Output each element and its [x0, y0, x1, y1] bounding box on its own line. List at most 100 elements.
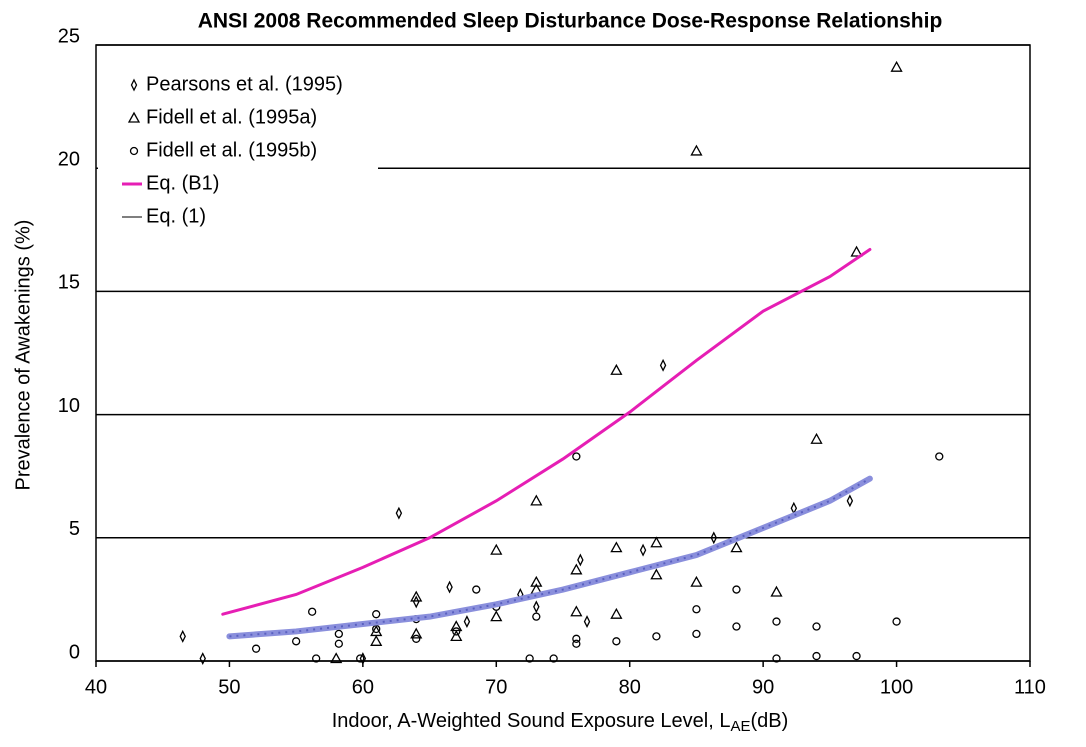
point [810, 432, 823, 444]
point [127, 111, 141, 123]
point [463, 615, 471, 629]
point [577, 553, 584, 567]
x-tick-label: 50 [218, 676, 240, 698]
x-axis-label-unit: (dB) [751, 710, 789, 732]
point [530, 494, 543, 506]
y-tick-label: 5 [69, 518, 80, 540]
legend-background [98, 47, 378, 242]
point [610, 607, 623, 619]
point [572, 634, 581, 643]
point [650, 536, 663, 548]
point [291, 637, 301, 646]
point [772, 654, 781, 663]
point [812, 651, 821, 661]
point [692, 605, 701, 614]
point [610, 541, 623, 553]
point [129, 146, 139, 156]
point [130, 78, 138, 92]
point [890, 60, 903, 72]
legend-label: Eq. (B1) [146, 172, 219, 194]
point [334, 639, 343, 648]
point [583, 615, 591, 629]
x-axis-label: Indoor, A-Weighted Sound Exposure Level,… [332, 710, 789, 735]
point [334, 629, 343, 639]
line [221, 248, 872, 616]
point [610, 363, 623, 375]
point [532, 612, 541, 621]
point [450, 620, 463, 632]
point [570, 605, 583, 617]
point [650, 568, 663, 580]
point [730, 541, 743, 553]
point [530, 575, 543, 587]
point [251, 644, 261, 653]
point [772, 617, 781, 626]
point [572, 639, 581, 648]
point [659, 358, 667, 372]
chart-title: ANSI 2008 Recommended Sleep Disturbance … [198, 10, 943, 33]
point [410, 627, 423, 639]
point [413, 595, 420, 609]
legend-label: Fidell et al. (1995a) [146, 106, 317, 128]
point [652, 632, 661, 641]
legend-label: Eq. (1) [146, 205, 206, 227]
point [490, 610, 503, 622]
x-tick-label: 110 [1014, 676, 1046, 698]
point [330, 652, 343, 664]
point [199, 652, 206, 665]
point [710, 531, 718, 545]
line-dots [229, 477, 871, 638]
point [639, 543, 647, 557]
point [410, 590, 423, 602]
y-tick-label: 25 [58, 25, 80, 47]
point [525, 654, 534, 663]
point [690, 575, 703, 587]
y-tick-label: 15 [58, 272, 80, 294]
x-tick-label: 100 [880, 676, 913, 698]
point [892, 617, 901, 626]
point [690, 144, 703, 156]
point [179, 629, 186, 643]
point [692, 629, 701, 639]
x-tick-label: 70 [485, 676, 507, 698]
line [226, 475, 873, 640]
point [770, 585, 783, 597]
point [570, 563, 583, 575]
legend-label: Fidell et al. (1995b) [146, 139, 317, 161]
x-tick-label: 80 [619, 676, 641, 698]
point [846, 494, 854, 508]
point [372, 610, 381, 619]
x-axis-label-sub: AE [730, 718, 750, 735]
x-tick-label: 90 [752, 676, 774, 698]
plot-frame [95, 44, 1031, 662]
point [612, 637, 621, 646]
point [359, 652, 367, 665]
y-tick-label: 20 [58, 148, 80, 170]
x-tick-label: 40 [85, 676, 107, 698]
point [572, 452, 581, 461]
point [472, 585, 481, 594]
point [549, 654, 558, 663]
x-tick-label: 60 [352, 676, 374, 698]
y-tick-label: 0 [69, 641, 80, 663]
point [732, 585, 741, 594]
point [852, 651, 861, 661]
point [490, 543, 503, 555]
point [850, 245, 863, 257]
point [452, 627, 461, 636]
y-axis-label: Prevalence of Awakenings (%) [12, 220, 34, 491]
point [395, 506, 403, 520]
point [450, 630, 463, 642]
legend-label: Pearsons et al. (1995) [146, 73, 343, 95]
point [446, 580, 453, 594]
point [412, 634, 421, 643]
point [812, 622, 821, 631]
point [308, 607, 317, 616]
point [356, 654, 365, 663]
point [370, 634, 383, 646]
point [732, 622, 741, 631]
x-axis-label-main: Indoor, A-Weighted Sound Exposure Level,… [332, 710, 731, 732]
point [312, 654, 321, 663]
